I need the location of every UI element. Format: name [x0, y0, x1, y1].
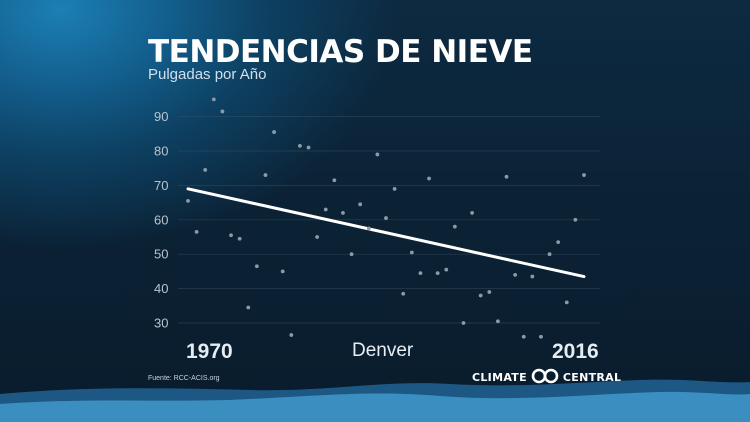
- y-tick-label: 60: [154, 212, 168, 227]
- data-point: [556, 240, 561, 245]
- x-tick-label-end: 2016: [552, 340, 599, 363]
- data-point: [392, 186, 397, 191]
- data-point: [496, 319, 500, 324]
- data-point: [194, 229, 199, 234]
- data-point: [582, 173, 586, 177]
- data-point: [452, 224, 457, 229]
- data-point: [504, 174, 509, 179]
- data-point: [375, 152, 380, 157]
- y-tick-label: 90: [154, 109, 168, 124]
- data-point: [401, 291, 406, 296]
- y-tick-label: 40: [154, 281, 168, 296]
- x-tick-label-start: 1970: [186, 340, 233, 363]
- data-point: [280, 269, 285, 274]
- data-point: [487, 290, 492, 294]
- data-point: [211, 97, 216, 102]
- y-tick-label: 30: [154, 316, 168, 331]
- data-point: [263, 173, 268, 177]
- data-point: [349, 252, 354, 257]
- data-point: [323, 207, 328, 212]
- data-point: [306, 145, 311, 150]
- wave-decoration: [0, 379, 750, 422]
- data-point: [332, 178, 337, 183]
- data-point: [418, 271, 423, 276]
- data-point: [366, 226, 371, 231]
- chart-title: TENDENCIAS DE NIEVE: [148, 34, 533, 70]
- data-point: [358, 202, 363, 207]
- climate-central-logo-icon: [530, 368, 560, 387]
- station-label: Denver: [352, 340, 414, 361]
- data-point: [530, 274, 535, 279]
- data-point: [220, 109, 225, 114]
- brand-text-right: CENTRAL: [562, 370, 622, 384]
- data-point: [384, 216, 388, 220]
- data-point: [186, 198, 190, 203]
- data-point: [461, 321, 466, 325]
- data-point: [478, 293, 483, 298]
- wave-front: [0, 391, 750, 422]
- data-point: [470, 211, 474, 215]
- data-point: [315, 235, 320, 239]
- data-point: [427, 176, 431, 181]
- data-point: [435, 271, 440, 276]
- data-point: [246, 305, 251, 310]
- y-tick-label: 70: [154, 178, 168, 193]
- y-tick-label: 80: [154, 144, 168, 159]
- data-point: [272, 130, 276, 134]
- data-point: [203, 168, 208, 172]
- chart-subtitle: Pulgadas por Año: [148, 66, 267, 83]
- data-point: [444, 267, 449, 272]
- trend-line: [186, 187, 586, 279]
- data-point: [289, 333, 294, 337]
- data-point: [513, 272, 518, 277]
- data-point: [564, 300, 569, 305]
- data-point: [409, 250, 414, 255]
- data-point: [547, 252, 552, 257]
- data-point: [237, 236, 242, 241]
- data-point: [521, 334, 526, 339]
- brand-text-left: CLIMATE: [472, 370, 527, 384]
- data-point: [298, 143, 302, 148]
- data-point: [229, 233, 233, 238]
- y-tick-label: 50: [154, 247, 168, 262]
- source-credit: Fuente: RCC-ACIS.org: [148, 375, 220, 382]
- data-point: [573, 217, 578, 222]
- data-point: [254, 264, 259, 269]
- climate-central-brand: CLIMATE CENTRAL: [472, 368, 622, 387]
- data-point: [341, 211, 345, 215]
- data-point: [539, 334, 543, 339]
